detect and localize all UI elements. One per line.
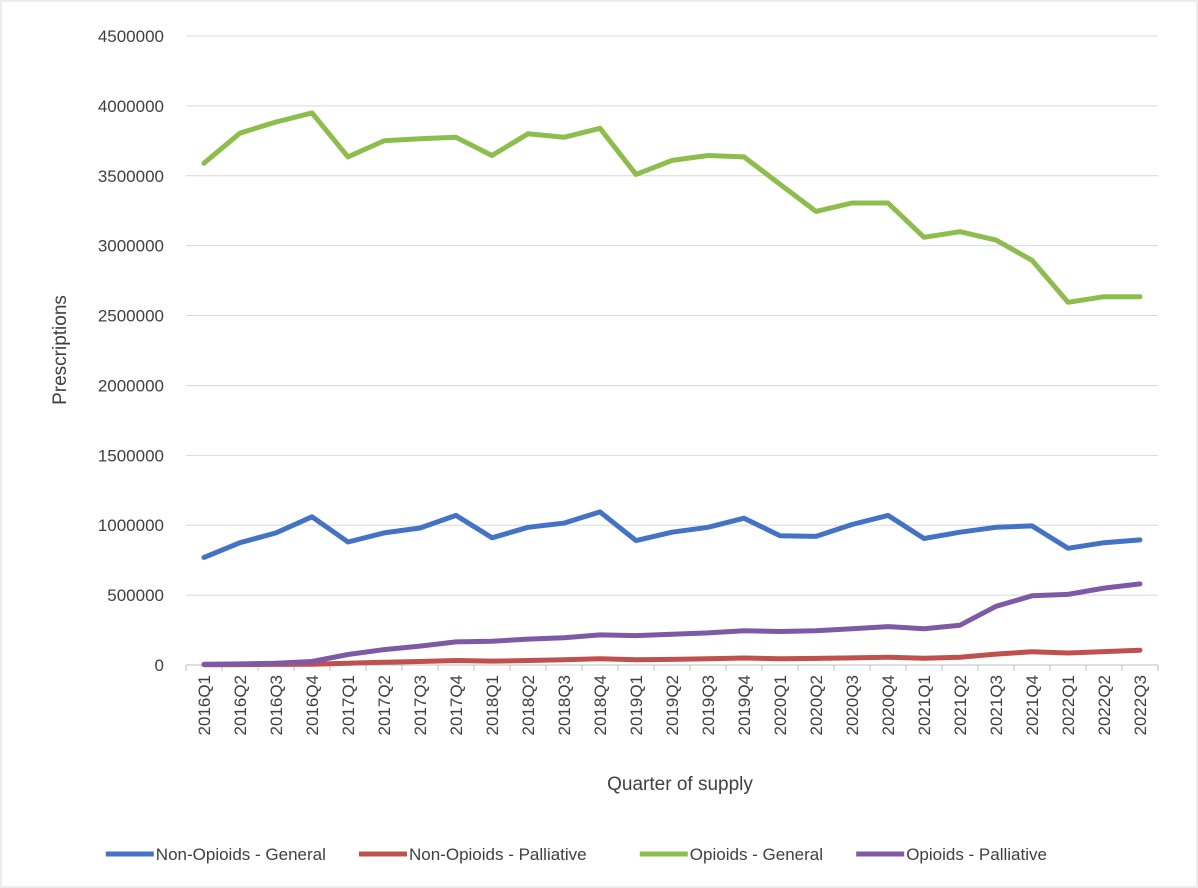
y-tick-label: 2000000 — [98, 376, 164, 395]
x-tick-label: 2016Q1 — [195, 675, 214, 736]
x-tick-label: 2021Q2 — [951, 675, 970, 736]
x-tick-label: 2016Q2 — [231, 675, 250, 736]
y-tick-label: 0 — [155, 656, 164, 675]
x-tick-label: 2018Q4 — [591, 675, 610, 736]
series-line-non-opioids-general — [201, 509, 1143, 560]
x-tick-label: 2020Q1 — [771, 675, 790, 736]
x-tick-label: 2020Q4 — [879, 675, 898, 736]
y-tick-label: 4500000 — [98, 27, 164, 46]
x-tick-label: 2017Q4 — [447, 675, 466, 736]
x-tick-label: 2021Q4 — [1023, 675, 1042, 736]
y-tick-label: 1000000 — [98, 516, 164, 535]
x-tick-label: 2022Q3 — [1131, 675, 1150, 736]
series-line-opioids-palliative — [201, 581, 1143, 667]
legend: Non-Opioids - General Non-Opioids - Palli… — [105, 845, 1047, 864]
y-axis-title: Prescriptions — [50, 295, 71, 405]
series-line-non-opioids-palliative — [201, 647, 1143, 668]
y-tick-label: 3000000 — [98, 237, 164, 256]
series-lines — [201, 110, 1143, 668]
x-tick-label: 2019Q1 — [627, 675, 646, 736]
x-tick-label: 2018Q2 — [519, 675, 538, 736]
x-tick-label: 2020Q2 — [807, 675, 826, 736]
y-axis-tick-labels: 0 500000 1000000 1500000 2000000 2500000 30000… — [98, 27, 164, 675]
x-tick-label: 2018Q3 — [555, 675, 574, 736]
y-tick-label: 3500000 — [98, 167, 164, 186]
y-tick-label: 500000 — [107, 586, 164, 605]
x-tick-label: 2017Q1 — [339, 675, 358, 736]
x-axis-title: Quarter of supply — [607, 774, 753, 795]
x-tick-label: 2021Q1 — [915, 675, 934, 736]
x-tick-label: 2021Q3 — [987, 675, 1006, 736]
legend-label-opioids-palliative: Opioids - Palliative — [906, 845, 1047, 864]
x-tick-label: 2017Q2 — [375, 675, 394, 736]
x-tick-label: 2017Q3 — [411, 675, 430, 736]
y-tick-label: 2500000 — [98, 307, 164, 326]
x-tick-label: 2016Q4 — [303, 675, 322, 736]
legend-label-non-opioids-general: Non-Opioids - General — [156, 845, 326, 864]
series-line-opioids-general — [201, 110, 1143, 305]
y-tick-label: 1500000 — [98, 446, 164, 465]
legend-label-non-opioids-palliative: Non-Opioids - Palliative — [409, 845, 587, 864]
x-tick-label: 2022Q1 — [1059, 675, 1078, 736]
gridlines — [186, 35, 1158, 596]
x-tick-label: 2022Q2 — [1095, 675, 1114, 736]
x-tick-label: 2016Q3 — [267, 675, 286, 736]
x-tick-label: 2019Q3 — [699, 675, 718, 736]
legend-label-opioids-general: Opioids - General — [690, 845, 823, 864]
y-tick-label: 4000000 — [98, 97, 164, 116]
x-tick-label: 2020Q3 — [843, 675, 862, 736]
x-axis-tick-labels: 2016Q1 2016Q2 2016Q3 2016Q4 2017Q1 2017Q2 2017… — [195, 675, 1150, 736]
x-tick-label: 2018Q1 — [483, 675, 502, 736]
x-tick-label: 2019Q4 — [735, 675, 754, 736]
x-tick-label: 2019Q2 — [663, 675, 682, 736]
